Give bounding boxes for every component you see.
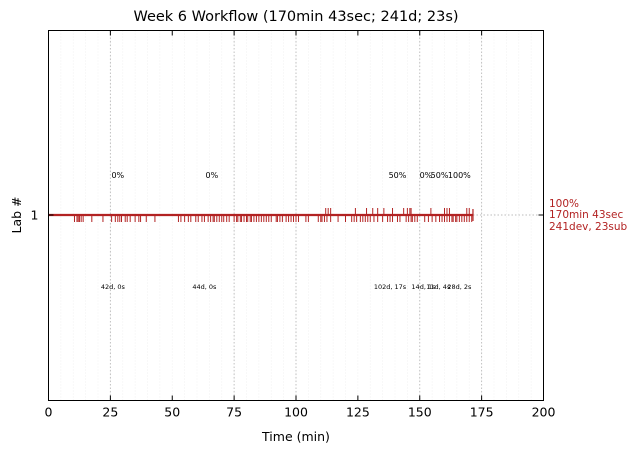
phase-percent-label: 50% <box>431 171 449 180</box>
phase-percent-label: 50% <box>389 171 407 180</box>
x-tick-label: 0 <box>45 405 53 420</box>
phase-percent-label: 0% <box>205 171 218 180</box>
phase-stats-label: 28d, 2s <box>447 283 472 291</box>
x-tick-label: 200 <box>532 405 556 420</box>
phase-stats-label: 11d, 4s <box>426 283 451 291</box>
phase-stats-label: 44d, 0s <box>192 283 217 291</box>
x-tick-label: 125 <box>346 405 370 420</box>
chart-title: Week 6 Workflow (170min 43sec; 241d; 23s… <box>133 9 458 25</box>
x-tick-label: 50 <box>164 405 180 420</box>
y-tick-label: 1 <box>31 208 39 223</box>
event-marks <box>48 208 474 222</box>
phase-stats-label: 42d, 0s <box>101 283 126 291</box>
phase-stats-label: 14d, 1s <box>411 283 436 291</box>
x-axis-label: Time (min) <box>261 429 330 444</box>
axis-ticks: 0 25 50 75 100 125 150 175 200 1 <box>31 30 556 420</box>
y-axis-label: Lab # <box>9 196 24 233</box>
phase-percent-label: 0% <box>420 171 433 180</box>
phase-percent-label: 0% <box>111 171 124 180</box>
x-tick-label: 175 <box>470 405 494 420</box>
summary-pct: 100% <box>549 198 579 210</box>
phase-labels: 0% 42d, 0s 0% 44d, 0s 50% 102d, 17s 0% 14d, 1s 5… <box>101 171 472 291</box>
phase-percent-label: 100% <box>448 171 471 180</box>
summary-side-labels: 100% 170min 43sec 241dev, 23sub <box>549 198 628 233</box>
x-tick-label: 150 <box>408 405 432 420</box>
x-tick-label: 25 <box>102 405 118 420</box>
x-tick-label: 75 <box>226 405 242 420</box>
summary-time: 170min 43sec <box>549 209 623 221</box>
grid-layer <box>60 30 544 401</box>
phase-stats-label: 102d, 17s <box>374 283 407 291</box>
x-tick-label: 100 <box>284 405 308 420</box>
summary-counts: 241dev, 23sub <box>549 221 628 233</box>
